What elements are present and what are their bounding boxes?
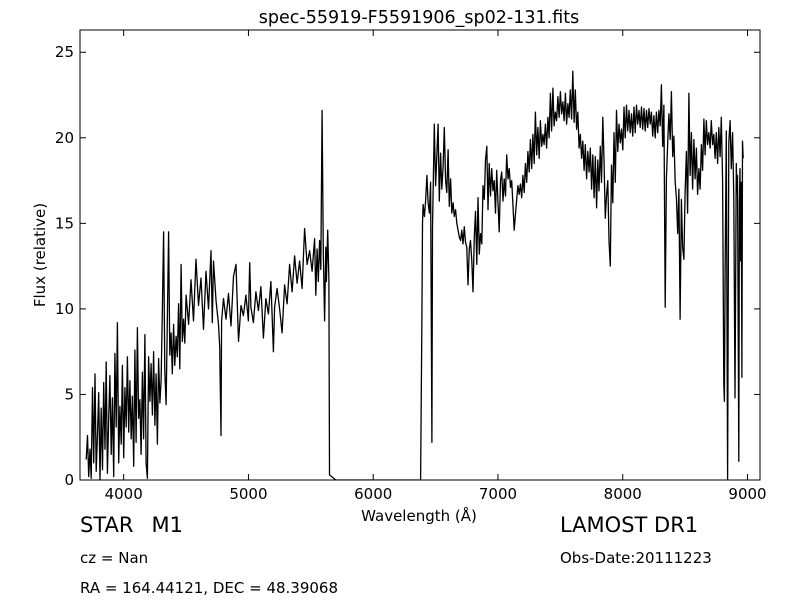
x-tick-label: 6000	[354, 485, 392, 503]
x-tick-label: 4000	[105, 485, 143, 503]
y-tick-label: 0	[64, 471, 74, 489]
object-subclass: M1	[151, 513, 183, 537]
object-class: STAR	[80, 513, 134, 537]
x-tick-label: 5000	[229, 485, 267, 503]
y-tick-label: 15	[55, 214, 74, 232]
x-axis-label: Wavelength (Å)	[361, 506, 477, 525]
x-tick-label: 8000	[604, 485, 642, 503]
y-axis-label: Flux (relative)	[31, 203, 49, 307]
chart-title: spec-55919-F5591906_sp02-131.fits	[259, 8, 579, 28]
y-tick-label: 5	[64, 385, 74, 403]
spectrum-series-line	[85, 70, 744, 480]
x-tick-label: 7000	[479, 485, 517, 503]
redshift-readout: cz = Nan	[80, 549, 149, 567]
x-tick-label: 9000	[728, 485, 766, 503]
y-tick-label: 10	[55, 300, 74, 318]
coordinates-readout: RA = 164.44121, DEC = 48.39068	[80, 579, 339, 597]
observation-date: Obs-Date:20111223	[560, 549, 712, 567]
y-tick-label: 20	[55, 129, 74, 147]
survey-name: LAMOST DR1	[560, 513, 699, 537]
object-classification: STAR M1	[80, 513, 183, 537]
plot-frame	[79, 29, 761, 481]
y-tick-label: 25	[55, 43, 74, 61]
plot-area: 4000 5000 6000 7000 8000 9000 0 5 10 15 20 25	[55, 29, 767, 503]
